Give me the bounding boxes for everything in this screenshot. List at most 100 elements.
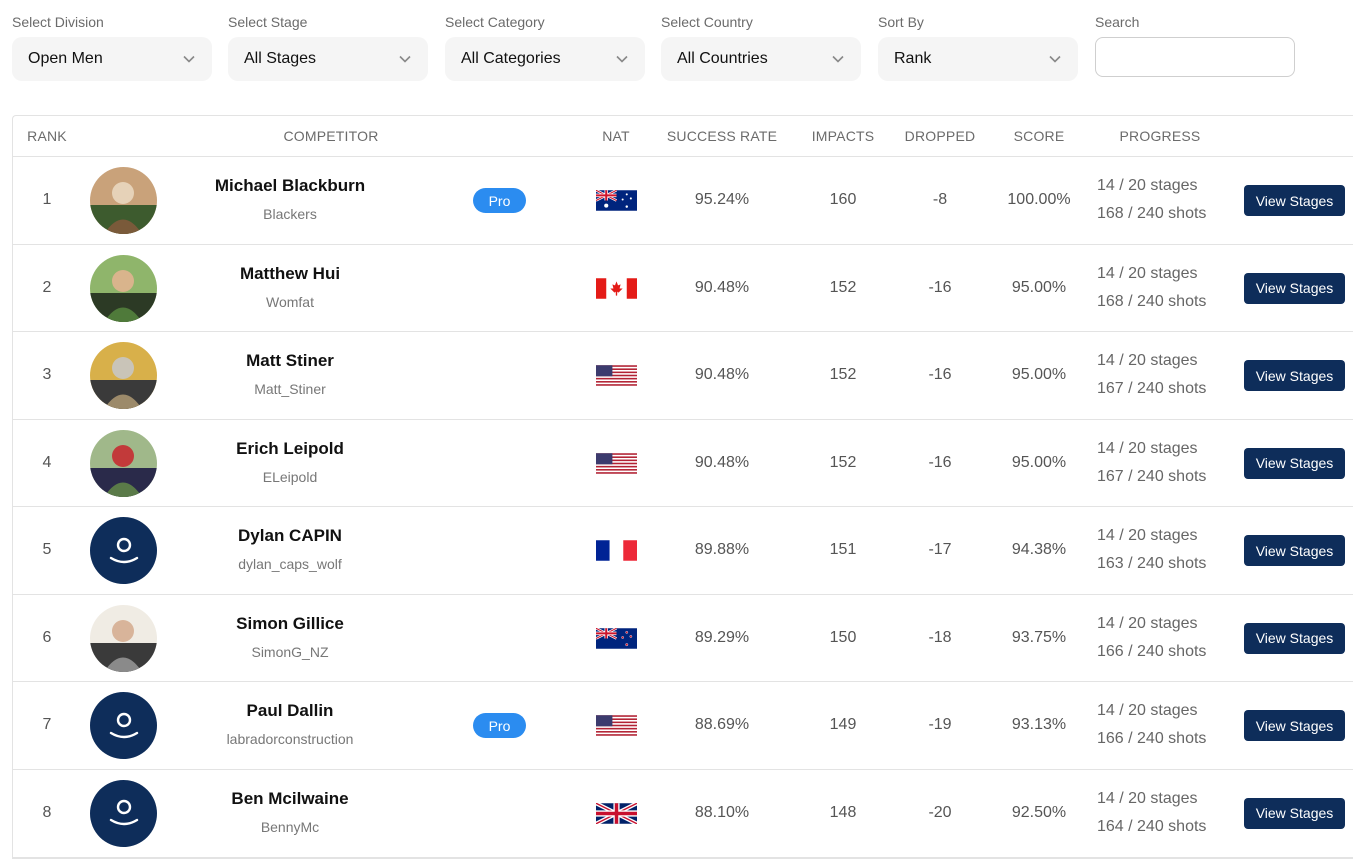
competitor-handle: SimonG_NZ	[251, 643, 329, 660]
competitor-name[interactable]: Simon Gillice	[236, 613, 344, 633]
country-select[interactable]: All Countries	[661, 37, 861, 81]
leaderboard-table: RANK COMPETITOR NAT SUCCESS RATE IMPACTS…	[12, 115, 1353, 859]
avatar-placeholder	[90, 692, 157, 759]
progress-cell: 14 / 20 stages 166 / 240 shots	[1097, 682, 1206, 769]
filter-bar: Select Division Open Men Select Stage Al…	[0, 0, 1353, 90]
france-flag-icon	[596, 540, 637, 561]
progress-cell: 14 / 20 stages 164 / 240 shots	[1097, 770, 1206, 857]
view-stages-button[interactable]: View Stages	[1244, 272, 1345, 304]
header-rank: RANK	[27, 128, 67, 144]
stages-progress: 14 / 20 stages	[1097, 702, 1198, 720]
division-select-value: Open Men	[28, 50, 103, 67]
dropped-cell: -16	[928, 366, 952, 384]
progress-cell: 14 / 20 stages 168 / 240 shots	[1097, 157, 1206, 244]
impacts-cell: 152	[829, 453, 857, 471]
user-icon	[109, 799, 138, 826]
success-rate-cell: 95.24%	[694, 191, 750, 209]
stages-progress: 14 / 20 stages	[1097, 264, 1198, 282]
pro-badge: Pro	[473, 713, 526, 738]
country-filter-label: Select Country	[661, 14, 753, 30]
pro-badge: Pro	[473, 188, 526, 213]
rank-cell: 1	[42, 191, 52, 209]
usa-flag-icon	[596, 715, 637, 736]
view-stages-button[interactable]: View Stages	[1244, 185, 1345, 216]
stage-filter: Select Stage All Stages	[228, 12, 428, 81]
header-success-rate: SUCCESS RATE	[666, 128, 778, 144]
search-input[interactable]	[1095, 37, 1295, 77]
avatar	[90, 254, 157, 322]
impacts-cell: 150	[829, 628, 857, 646]
view-stages-button[interactable]: View Stages	[1244, 797, 1345, 829]
view-stages-button[interactable]: View Stages	[1244, 447, 1345, 479]
competitor-name[interactable]: Matthew Hui	[239, 263, 341, 283]
avatar	[90, 342, 157, 409]
division-select[interactable]: Open Men	[12, 37, 212, 81]
success-rate-cell: 89.88%	[694, 541, 750, 559]
chevron-down-icon	[183, 55, 195, 63]
dropped-cell: -20	[928, 804, 952, 821]
progress-cell: 14 / 20 stages 167 / 240 shots	[1097, 332, 1206, 419]
competitor-name[interactable]: Matt Stiner	[246, 351, 334, 371]
shots-progress: 166 / 240 shots	[1097, 642, 1207, 660]
rank-cell: 5	[42, 541, 52, 559]
score-cell: 100.00%	[1007, 191, 1071, 209]
competitor-cell: Erich Leipold ELeipold	[181, 420, 399, 507]
search-label: Search	[1095, 14, 1140, 30]
progress-cell: 14 / 20 stages 168 / 240 shots	[1097, 245, 1206, 332]
table-row: 2 Matthew Hui Womfat 90.48% 152 -16 95.0…	[13, 245, 1353, 332]
competitor-cell: Simon Gillice SimonG_NZ	[181, 595, 399, 682]
sort-select-value: Rank	[894, 50, 932, 67]
avatar	[90, 167, 157, 234]
chevron-down-icon	[616, 55, 628, 63]
country-filter: Select Country All Countries	[661, 12, 861, 81]
dropped-cell: -16	[928, 278, 952, 296]
category-select[interactable]: All Categories	[445, 37, 645, 81]
impacts-cell: 149	[829, 716, 857, 734]
avatar	[90, 604, 157, 672]
competitor-name[interactable]: Paul Dallin	[246, 701, 334, 721]
table-row: 6 Simon Gillice SimonG_NZ 89.29% 150 -18…	[13, 595, 1353, 682]
search-filter: Search	[1095, 12, 1295, 77]
division-filter-label: Select Division	[12, 14, 104, 30]
impacts-cell: 151	[829, 541, 857, 559]
impacts-cell: 148	[829, 804, 857, 821]
user-icon	[109, 537, 138, 563]
uk-flag-icon	[596, 802, 637, 824]
rank-cell: 4	[42, 453, 52, 471]
stage-select-value: All Stages	[244, 50, 317, 67]
dropped-cell: -18	[928, 628, 952, 646]
dropped-cell: -16	[928, 453, 952, 471]
competitor-name[interactable]: Michael Blackburn	[214, 176, 366, 196]
competitor-name[interactable]: Dylan CAPIN	[238, 526, 342, 546]
view-stages-button[interactable]: View Stages	[1244, 710, 1345, 741]
competitor-name[interactable]: Erich Leipold	[236, 438, 344, 458]
progress-cell: 14 / 20 stages 166 / 240 shots	[1097, 595, 1206, 682]
header-score: SCORE	[1013, 128, 1065, 144]
stages-progress: 14 / 20 stages	[1097, 177, 1198, 195]
user-icon	[109, 712, 138, 738]
chevron-down-icon	[832, 55, 844, 63]
success-rate-cell: 90.48%	[694, 453, 750, 471]
chevron-down-icon	[399, 55, 411, 63]
new-zealand-flag-icon	[596, 627, 637, 649]
competitor-handle: Blackers	[263, 206, 317, 223]
view-stages-button[interactable]: View Stages	[1244, 535, 1345, 566]
stages-progress: 14 / 20 stages	[1097, 790, 1198, 807]
competitor-cell: Dylan CAPIN dylan_caps_wolf	[181, 507, 399, 594]
canada-flag-icon	[596, 277, 637, 299]
success-rate-cell: 90.48%	[694, 278, 750, 296]
table-row: 3 Matt Stiner Matt_Stiner 90.48% 152 -16…	[13, 332, 1353, 420]
success-rate-cell: 88.10%	[694, 804, 750, 821]
competitor-cell: Michael Blackburn Blackers	[181, 157, 399, 244]
competitor-name[interactable]: Ben Mcilwaine	[231, 789, 349, 808]
table-row: 5 Dylan CAPIN dylan_caps_wolf 89.88% 151…	[13, 507, 1353, 595]
avatar-placeholder	[90, 779, 157, 847]
chevron-down-icon	[1049, 55, 1061, 63]
usa-flag-icon	[596, 365, 637, 386]
shots-progress: 163 / 240 shots	[1097, 555, 1207, 573]
stage-select[interactable]: All Stages	[228, 37, 428, 81]
rank-cell: 7	[42, 716, 52, 734]
view-stages-button[interactable]: View Stages	[1244, 622, 1345, 654]
sort-select[interactable]: Rank	[878, 37, 1078, 81]
view-stages-button[interactable]: View Stages	[1244, 360, 1345, 391]
